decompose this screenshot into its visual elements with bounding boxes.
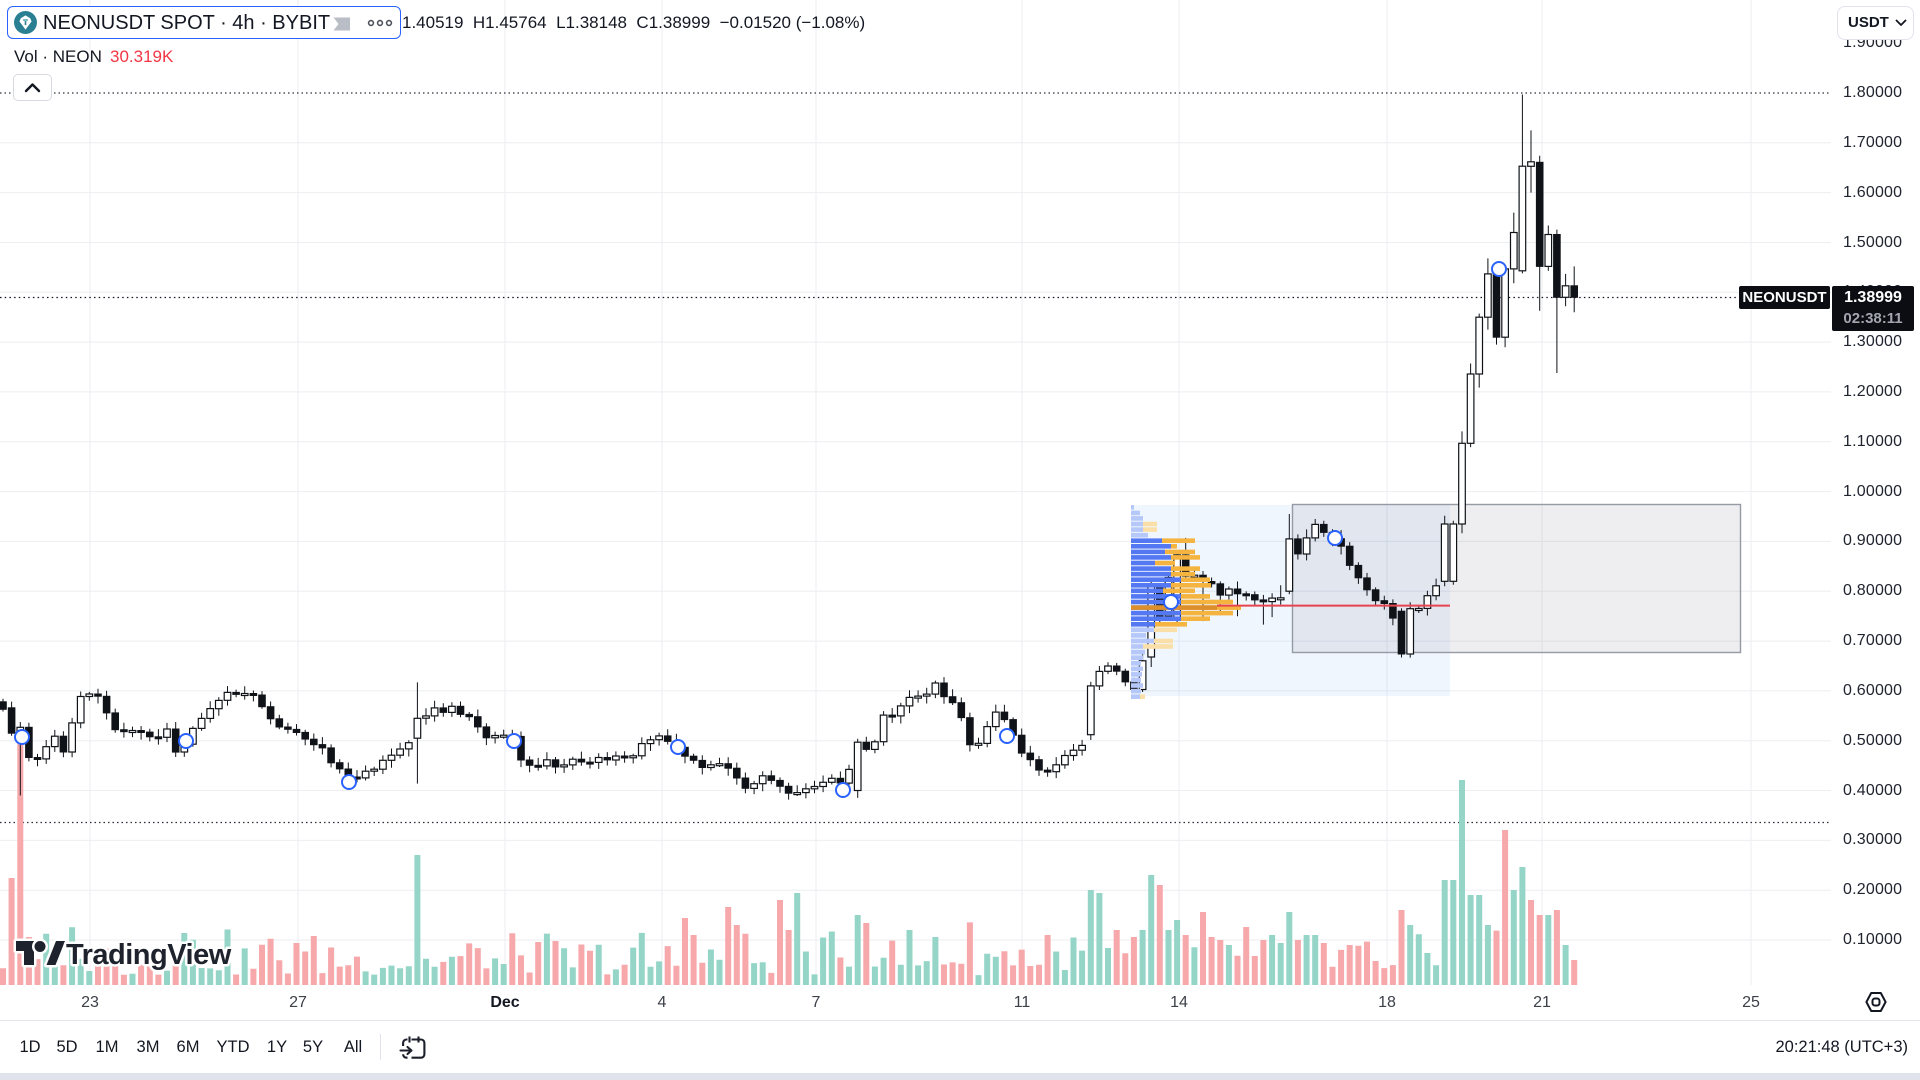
- svg-text:TradingView: TradingView: [66, 939, 232, 971]
